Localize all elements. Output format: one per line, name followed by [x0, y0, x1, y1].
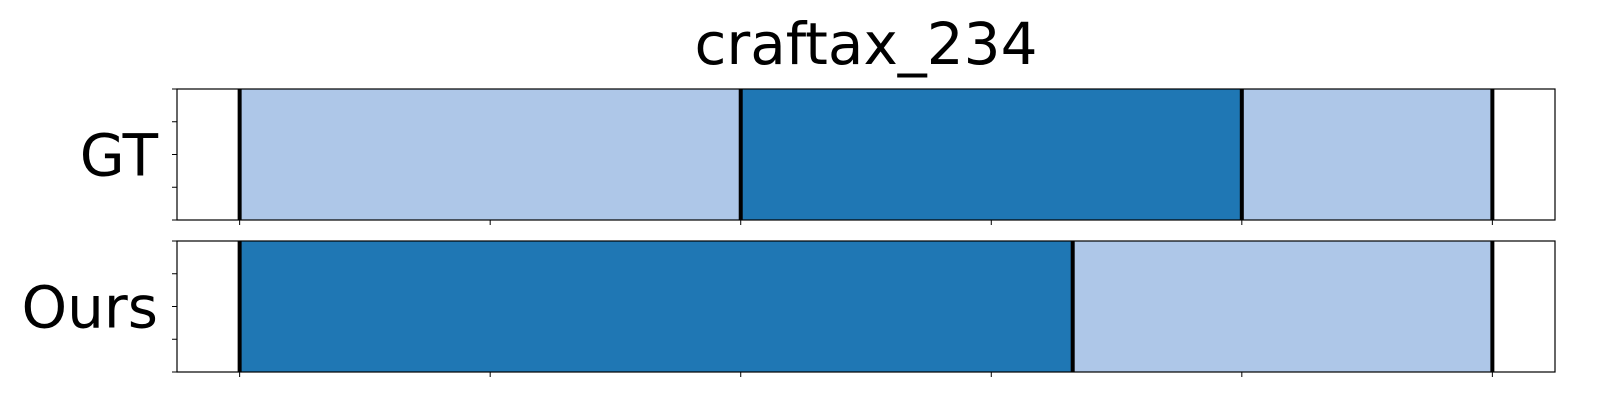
- segment-bar: [740, 89, 1242, 220]
- chart-title: craftax_234: [695, 10, 1038, 78]
- segment-bar: [1241, 89, 1493, 220]
- segment-bar: [239, 89, 741, 220]
- segment-bar: [1072, 241, 1493, 372]
- row-label: Ours: [22, 274, 158, 342]
- segment-bar: [239, 241, 1073, 372]
- row-label: GT: [80, 122, 159, 190]
